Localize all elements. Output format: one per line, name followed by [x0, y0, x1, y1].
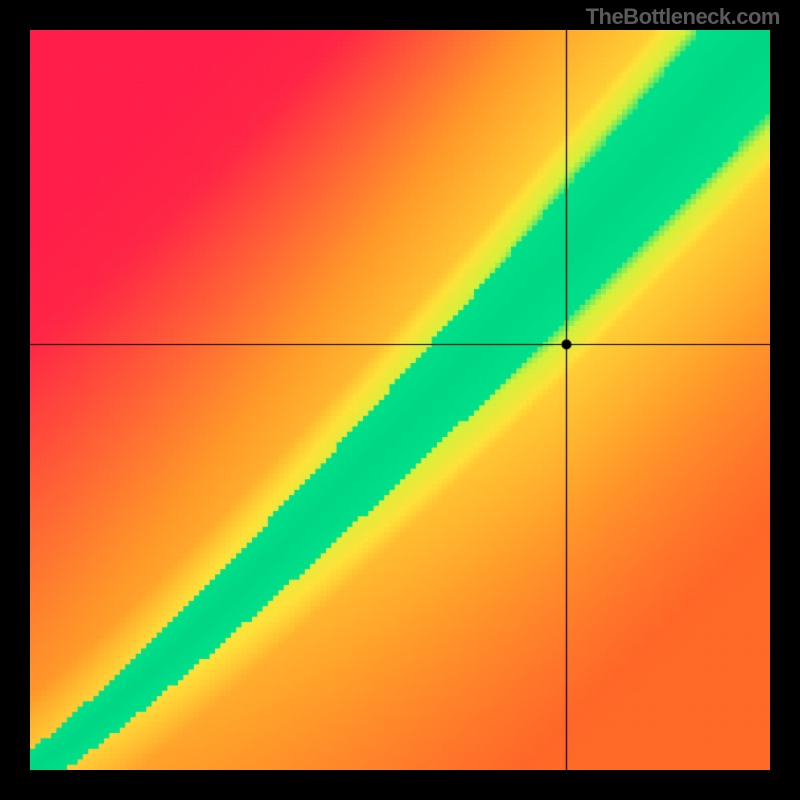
watermark-text: TheBottleneck.com [586, 4, 780, 30]
chart-container: TheBottleneck.com [0, 0, 800, 800]
bottleneck-heatmap [30, 30, 770, 770]
